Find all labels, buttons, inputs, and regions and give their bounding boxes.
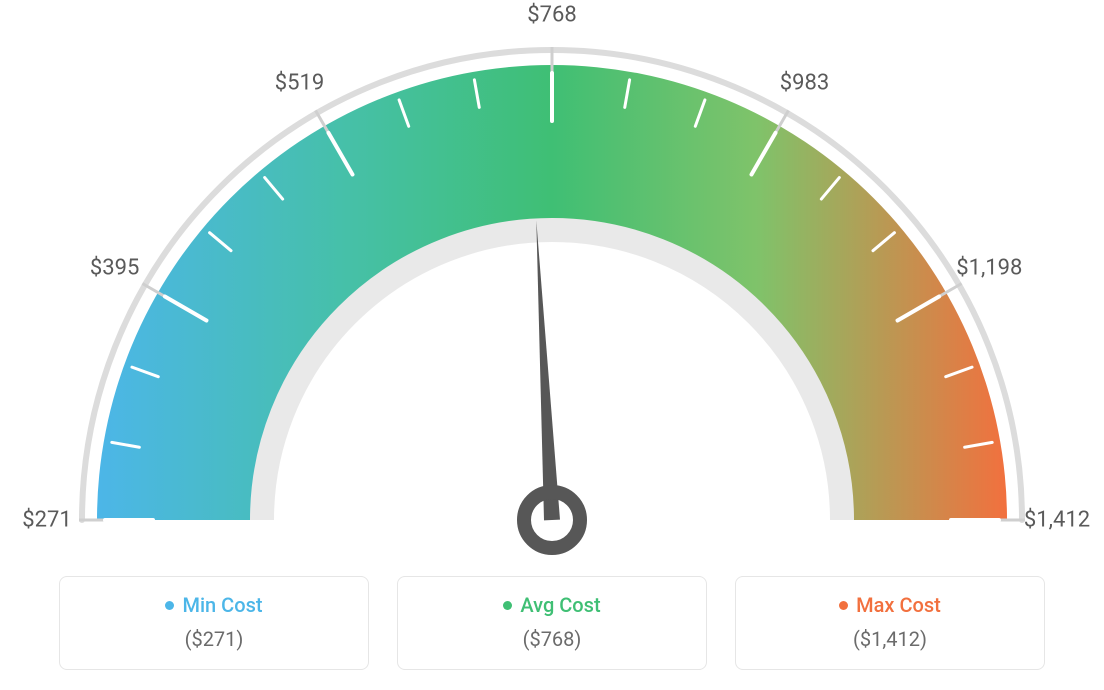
- legend-title-min: Min Cost: [78, 593, 350, 617]
- legend-title-avg: Avg Cost: [416, 593, 688, 617]
- legend-card-min: Min Cost ($271): [59, 576, 369, 670]
- gauge-scale-label: $519: [275, 70, 324, 95]
- legend-label-avg: Avg Cost: [520, 593, 600, 617]
- dot-icon: [165, 601, 174, 610]
- legend-label-min: Min Cost: [182, 593, 262, 617]
- legend-value-avg: ($768): [416, 627, 688, 651]
- legend-row: Min Cost ($271) Avg Cost ($768) Max Cost…: [0, 576, 1104, 670]
- gauge-chart: $271 $395 $519 $768 $983 $1,198 $1,412: [0, 0, 1104, 560]
- legend-title-max: Max Cost: [754, 593, 1026, 617]
- legend-label-max: Max Cost: [856, 593, 941, 617]
- dot-icon: [839, 601, 848, 610]
- gauge-scale-label: $768: [527, 3, 576, 28]
- gauge-svg: [0, 0, 1104, 560]
- legend-value-min: ($271): [78, 627, 350, 651]
- legend-card-max: Max Cost ($1,412): [735, 576, 1045, 670]
- gauge-scale-label: $395: [90, 255, 139, 280]
- legend-card-avg: Avg Cost ($768): [397, 576, 707, 670]
- legend-value-max: ($1,412): [754, 627, 1026, 651]
- gauge-scale-label: $1,412: [1024, 508, 1090, 533]
- gauge-scale-label: $1,198: [956, 255, 1022, 280]
- gauge-scale-label: $983: [780, 70, 829, 95]
- gauge-scale-label: $271: [22, 508, 71, 533]
- dot-icon: [503, 601, 512, 610]
